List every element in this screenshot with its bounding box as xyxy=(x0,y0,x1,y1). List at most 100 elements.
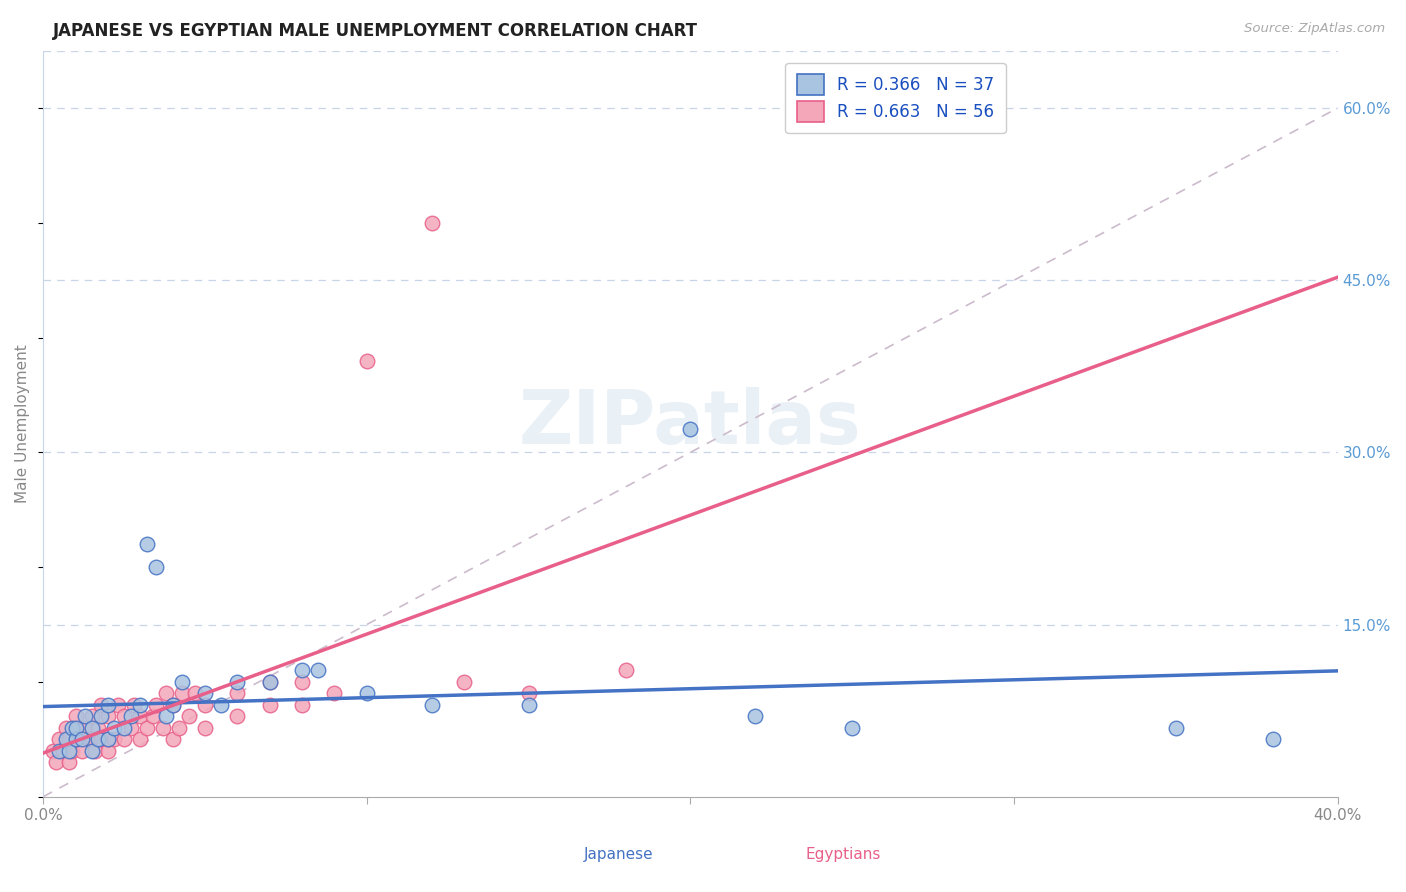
Point xyxy=(55,732,77,747)
Point xyxy=(112,732,135,747)
Point xyxy=(194,698,217,712)
Point xyxy=(209,698,232,712)
Point xyxy=(679,422,702,436)
Text: ZIPatlas: ZIPatlas xyxy=(519,387,862,460)
Point xyxy=(42,744,65,758)
Point xyxy=(259,674,281,689)
Point xyxy=(107,698,129,712)
Point xyxy=(60,721,83,735)
Y-axis label: Male Unemployment: Male Unemployment xyxy=(15,344,30,503)
Point xyxy=(97,709,120,723)
Point xyxy=(356,686,378,700)
Point xyxy=(48,744,70,758)
Point xyxy=(58,744,80,758)
Point xyxy=(1261,732,1284,747)
Point xyxy=(184,686,207,700)
Point xyxy=(517,698,540,712)
Point xyxy=(453,674,475,689)
Point xyxy=(129,698,152,712)
Point xyxy=(323,686,346,700)
Point xyxy=(55,721,77,735)
Point xyxy=(90,732,112,747)
Point xyxy=(84,744,107,758)
Point xyxy=(45,756,67,770)
Point xyxy=(77,732,100,747)
Point xyxy=(291,698,314,712)
Legend: R = 0.366   N = 37, R = 0.663   N = 56: R = 0.366 N = 37, R = 0.663 N = 56 xyxy=(785,62,1005,134)
Point xyxy=(226,709,249,723)
Point xyxy=(80,744,103,758)
Point xyxy=(112,709,135,723)
Point xyxy=(90,709,112,723)
Point xyxy=(172,674,194,689)
Point xyxy=(129,732,152,747)
Point xyxy=(65,721,87,735)
Point xyxy=(226,674,249,689)
Text: Japanese: Japanese xyxy=(583,847,654,862)
Point xyxy=(420,698,443,712)
Point xyxy=(75,709,97,723)
Text: JAPANESE VS EGYPTIAN MALE UNEMPLOYMENT CORRELATION CHART: JAPANESE VS EGYPTIAN MALE UNEMPLOYMENT C… xyxy=(53,22,699,40)
Point xyxy=(167,721,190,735)
Point xyxy=(52,744,75,758)
Point xyxy=(97,732,120,747)
Point xyxy=(194,686,217,700)
Point xyxy=(103,721,125,735)
Point xyxy=(112,721,135,735)
Point xyxy=(145,560,167,574)
Point xyxy=(259,698,281,712)
Point xyxy=(155,686,177,700)
Point xyxy=(841,721,863,735)
Point xyxy=(87,732,110,747)
Point xyxy=(142,709,165,723)
Point xyxy=(1164,721,1187,735)
Point xyxy=(70,744,93,758)
Point xyxy=(155,709,177,723)
Point xyxy=(194,721,217,735)
Point xyxy=(517,686,540,700)
Point xyxy=(80,721,103,735)
Point xyxy=(135,721,157,735)
Point xyxy=(80,732,103,747)
Point xyxy=(162,698,184,712)
Point xyxy=(97,744,120,758)
Point xyxy=(80,709,103,723)
Point xyxy=(65,732,87,747)
Point xyxy=(614,664,637,678)
Point xyxy=(48,732,70,747)
Point xyxy=(259,674,281,689)
Point xyxy=(172,686,194,700)
Point xyxy=(87,721,110,735)
Point xyxy=(177,709,200,723)
Point xyxy=(60,744,83,758)
Point xyxy=(145,698,167,712)
Point xyxy=(120,709,142,723)
Point xyxy=(97,732,120,747)
Point xyxy=(58,732,80,747)
Point xyxy=(120,721,142,735)
Text: Source: ZipAtlas.com: Source: ZipAtlas.com xyxy=(1244,22,1385,36)
Point xyxy=(744,709,766,723)
Point xyxy=(162,698,184,712)
Point xyxy=(135,537,157,551)
Point xyxy=(291,674,314,689)
Point xyxy=(122,698,145,712)
Point xyxy=(65,709,87,723)
Text: Egyptians: Egyptians xyxy=(806,847,882,862)
Point xyxy=(226,686,249,700)
Point xyxy=(75,721,97,735)
Point xyxy=(103,732,125,747)
Point xyxy=(90,698,112,712)
Point xyxy=(152,721,174,735)
Point xyxy=(97,698,120,712)
Point xyxy=(58,756,80,770)
Point xyxy=(70,732,93,747)
Point xyxy=(129,709,152,723)
Point xyxy=(291,664,314,678)
Point xyxy=(307,664,329,678)
Point xyxy=(65,721,87,735)
Point xyxy=(162,732,184,747)
Point xyxy=(420,216,443,230)
Point xyxy=(65,732,87,747)
Point xyxy=(356,353,378,368)
